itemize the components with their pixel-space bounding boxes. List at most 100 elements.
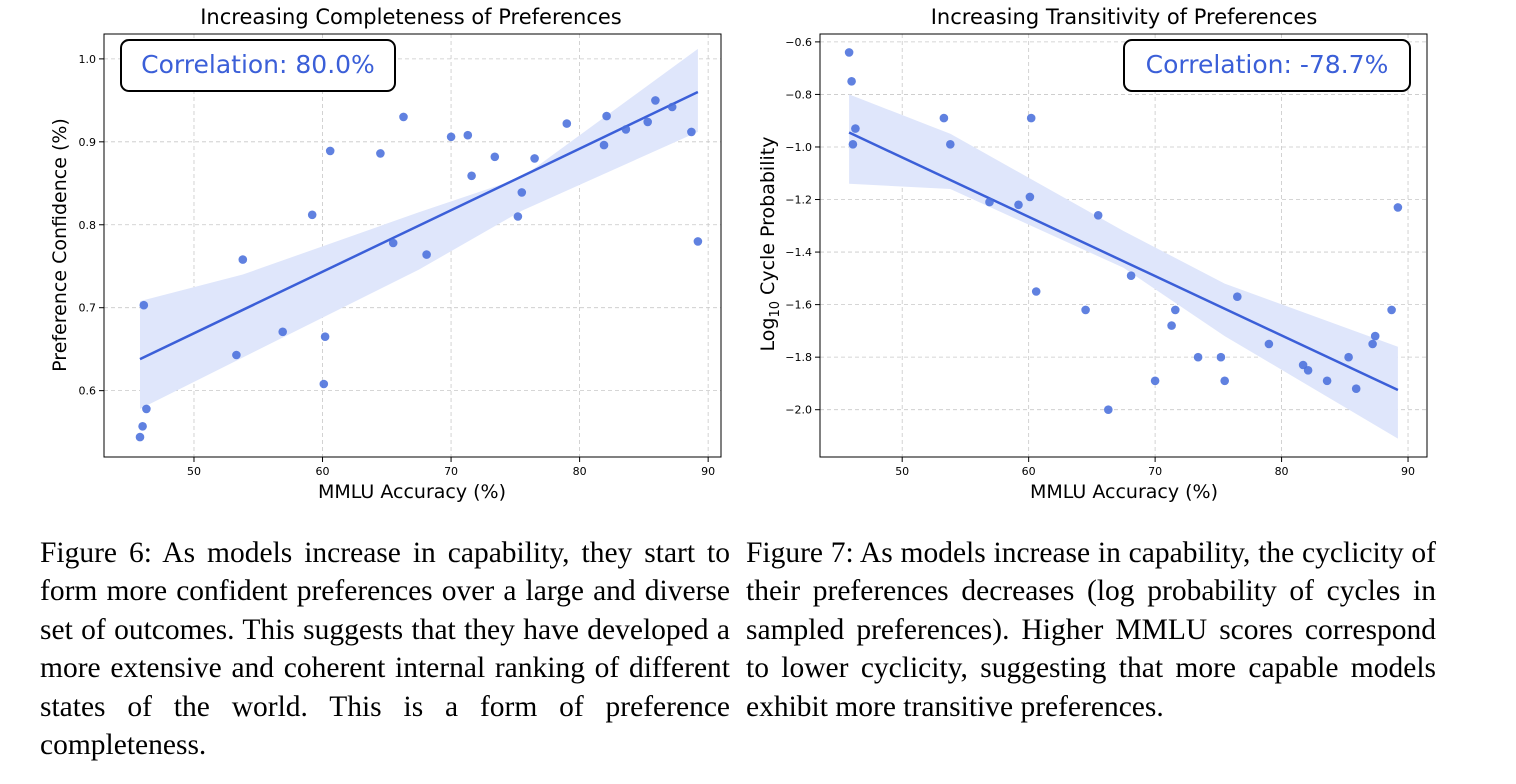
data-point [142, 404, 151, 414]
data-point [1093, 211, 1103, 220]
x-tick-label: 80 [573, 465, 587, 478]
chart-completeness: Increasing Completeness of Preferences 5… [49, 5, 722, 503]
data-point [530, 154, 539, 163]
data-point [693, 237, 703, 246]
x-tick-label: 60 [1022, 465, 1036, 478]
data-point [851, 124, 860, 133]
chart2-y-axis-label-prefix: Log [757, 318, 779, 352]
chart1-x-ticks: 50 60 70 80 90 [187, 457, 715, 478]
chart2-y-axis-label: Log10 Cycle Probability [757, 137, 783, 352]
data-point [1233, 292, 1242, 302]
data-point [1387, 305, 1396, 315]
x-tick-label: 90 [1401, 465, 1415, 478]
data-point [1025, 192, 1035, 202]
x-tick-label: 70 [444, 465, 458, 478]
data-point [599, 140, 609, 150]
data-point [562, 119, 572, 128]
chart2-y-axis-label-subscript: 10 [768, 301, 783, 318]
chart2-y-ticks: −0.6 −0.8 −1.0 −1.2 −1.4 −1.6 −1.8 −2.0 [785, 36, 820, 417]
y-tick-label: −1.2 [785, 194, 812, 207]
chart2-x-axis-label: MMLU Accuracy (%) [1030, 481, 1218, 503]
data-point [939, 113, 949, 123]
y-tick-label: −0.8 [785, 88, 812, 101]
chart-transitivity: Increasing Transitivity of Preferences 5… [757, 5, 1428, 503]
chart2-y-axis-label-suffix: Cycle Probability [757, 137, 779, 301]
x-tick-label: 70 [1148, 465, 1162, 478]
data-point [1150, 376, 1160, 386]
data-point [232, 350, 241, 360]
data-point [388, 238, 398, 248]
data-point [307, 210, 317, 220]
chart1-annotation-box [120, 39, 396, 92]
data-point [847, 77, 856, 86]
figure6-caption: Figure 6: As models increase in capabili… [40, 537, 730, 762]
chart2-x-ticks: 50 60 70 80 90 [895, 457, 1415, 478]
chart1-points [135, 96, 703, 442]
data-point [1220, 376, 1229, 386]
chart1-plot-frame [103, 33, 722, 458]
chart2-points [844, 48, 1403, 415]
data-point [667, 102, 677, 112]
y-tick-label: −2.0 [785, 404, 812, 417]
data-point [621, 125, 631, 134]
data-point [985, 197, 994, 207]
data-point [1368, 339, 1377, 349]
x-tick-label: 50 [895, 465, 909, 478]
data-point [1171, 305, 1180, 315]
data-point [1344, 352, 1353, 362]
data-point [1393, 203, 1403, 212]
data-point [602, 111, 611, 121]
data-point [319, 379, 329, 389]
chart1-regression-line [139, 90, 699, 361]
figure7-caption: Figure 7: As models increase in capabili… [746, 537, 1436, 723]
chart1-confidence-band [140, 48, 698, 409]
data-point [1081, 305, 1090, 315]
data-point [278, 327, 288, 337]
data-point [1104, 405, 1113, 415]
y-tick-label: −1.6 [785, 299, 812, 312]
figure-canvas: Increasing Completeness of Preferences 5… [49, 5, 1428, 503]
chart1-y-ticks: 0.6 0.7 0.8 0.9 1.0 [79, 53, 104, 398]
x-tick-label: 60 [316, 465, 330, 478]
data-point [422, 250, 431, 259]
data-point [1370, 331, 1380, 341]
x-tick-label: 50 [187, 465, 201, 478]
data-point [1014, 200, 1023, 210]
data-point [1193, 352, 1203, 362]
data-point [848, 140, 858, 149]
chart2-annotation-box [1123, 39, 1411, 92]
chart2-title: Increasing Transitivity of Preferences [931, 5, 1318, 29]
chart1-x-axis-label: MMLU Accuracy (%) [318, 481, 506, 503]
data-point [1264, 339, 1274, 349]
data-point [1351, 384, 1361, 394]
data-point [1216, 352, 1226, 362]
data-point [238, 255, 248, 264]
y-tick-label: 0.9 [79, 136, 97, 149]
y-tick-label: −1.0 [785, 141, 812, 154]
data-point [463, 130, 473, 140]
chart2-annotation-text: Correlation: -78.7% [1146, 50, 1389, 79]
data-point [467, 171, 476, 181]
data-point [320, 332, 330, 342]
y-tick-label: −0.6 [785, 36, 812, 49]
data-point [446, 132, 456, 142]
data-point [1031, 287, 1041, 296]
data-point [1303, 366, 1313, 375]
data-point [687, 127, 696, 137]
chart1-annotation-text: Correlation: 80.0% [141, 50, 375, 79]
data-point [1322, 376, 1332, 386]
data-point [139, 300, 149, 310]
y-tick-label: −1.8 [785, 351, 812, 364]
chart2-regression-line [848, 131, 1399, 392]
chart2-confidence-band [849, 94, 1398, 439]
data-point [1126, 271, 1136, 281]
data-point [376, 149, 385, 158]
data-point [138, 422, 147, 431]
x-tick-label: 90 [701, 465, 715, 478]
data-point [643, 117, 652, 127]
data-point [490, 152, 500, 162]
chart2-plot-frame [819, 33, 1428, 458]
data-point [1026, 113, 1036, 123]
y-tick-label: 0.6 [79, 385, 97, 398]
data-point [946, 140, 955, 149]
